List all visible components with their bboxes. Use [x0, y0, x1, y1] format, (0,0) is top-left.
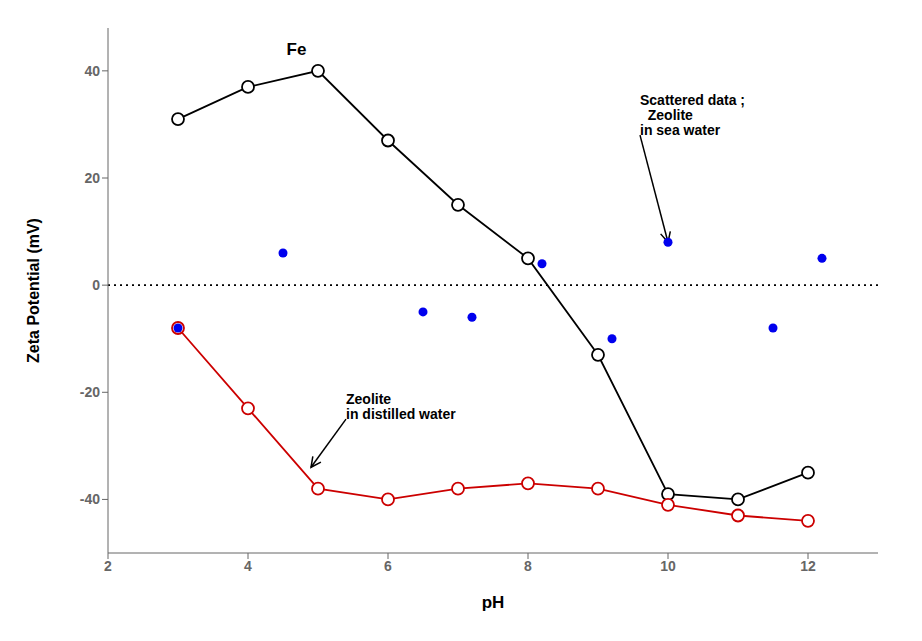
svg-text:10: 10 — [660, 558, 676, 574]
svg-text:12: 12 — [800, 558, 816, 574]
svg-text:4: 4 — [244, 558, 252, 574]
svg-text:0: 0 — [92, 277, 100, 293]
svg-text:40: 40 — [84, 63, 100, 79]
svg-text:Zeolitein distilled water: Zeolitein distilled water — [346, 391, 456, 422]
svg-text:2: 2 — [104, 558, 112, 574]
svg-text:20: 20 — [84, 170, 100, 186]
svg-text:Fe: Fe — [287, 40, 307, 59]
svg-text:-20: -20 — [80, 384, 100, 400]
svg-text:Zeta Potential (mV): Zeta Potential (mV) — [25, 218, 42, 363]
svg-text:pH: pH — [482, 593, 505, 612]
svg-text:8: 8 — [524, 558, 532, 574]
svg-text:Scattered data ; Zeolitein se: Scattered data ; Zeolitein sea water — [640, 92, 745, 138]
svg-text:6: 6 — [384, 558, 392, 574]
svg-text:-40: -40 — [80, 491, 100, 507]
